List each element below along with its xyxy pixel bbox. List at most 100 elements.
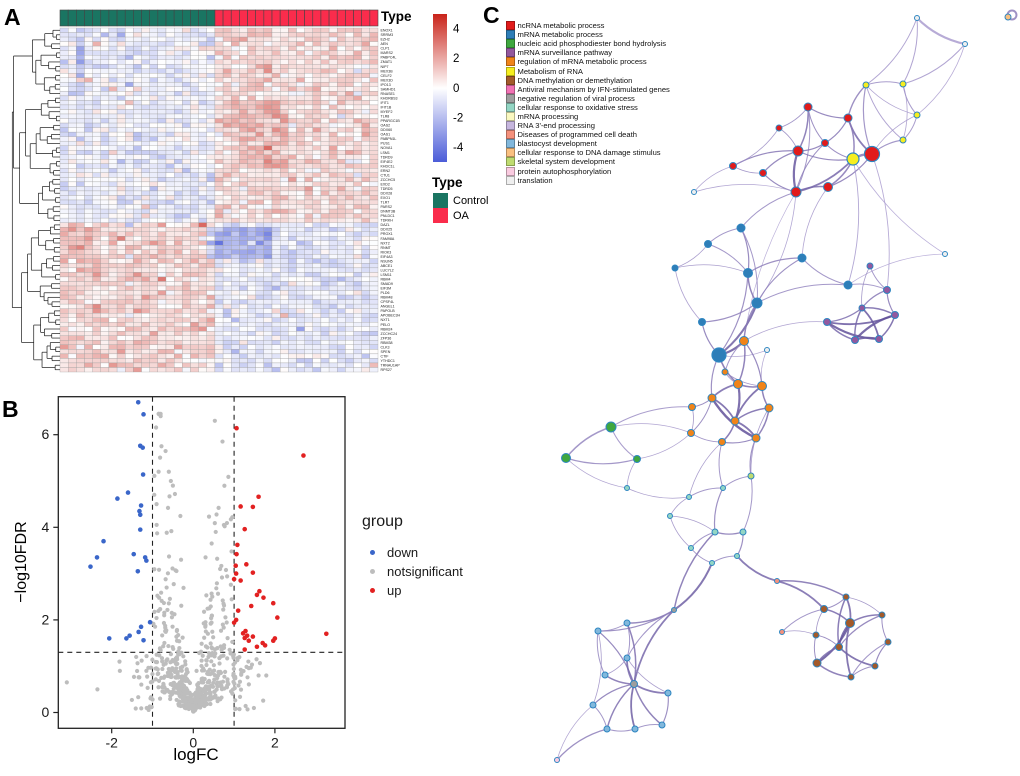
gene-label: PLD6 (381, 291, 390, 295)
network-node (891, 311, 899, 319)
colorbar-tick: 4 (453, 24, 460, 36)
volcano-plot-panel: -2 0 2 0 2 4 6 (42, 396, 346, 750)
network-node (884, 638, 892, 646)
network-node (845, 618, 855, 628)
network-legend-item: cellular response to DNA damage stimulus (506, 148, 670, 158)
network-node (704, 240, 712, 248)
gene-label: NIP7 (381, 65, 389, 69)
gene-label: DDX60 (381, 128, 393, 132)
network-legend: ncRNA metabolic process mRNA metabolic pr… (506, 21, 670, 185)
network-legend-item: Metabolism of RNA (506, 66, 670, 76)
gene-label: LSM1 (381, 151, 390, 155)
gene-label: TRNAU1AP (381, 364, 401, 368)
panel-label-c: C (483, 2, 500, 28)
network-node (605, 421, 617, 433)
gene-label: ERN2 (381, 169, 391, 173)
network-legend-label: cellular response to oxidative stress (517, 102, 638, 112)
type-legend-item: OA (433, 208, 488, 223)
network-legend-swatch (506, 48, 515, 58)
network-legend-label: ncRNA metabolic process (517, 21, 605, 31)
network-legend-swatch (506, 175, 515, 185)
network-node (899, 80, 907, 88)
network-node (554, 757, 560, 763)
network-node (883, 286, 891, 294)
network-legend-item: negative regulation of viral process (506, 93, 670, 103)
network-node (734, 553, 740, 559)
network-legend-label: nucleic acid phosphodiester bond hydroly… (517, 39, 667, 49)
network-node (899, 136, 907, 144)
network-node (842, 593, 850, 601)
type-legend-label: OA (453, 209, 469, 222)
network-node (624, 485, 630, 491)
y-tick-label: 0 (42, 704, 50, 720)
gene-label: RBM48 (381, 296, 393, 300)
type-legend-item: Control (433, 193, 488, 208)
gene-label: TLR7 (381, 201, 390, 205)
type-legend-swatch (433, 208, 448, 223)
network-node (623, 654, 631, 662)
network-node (671, 264, 679, 272)
dendrogram (11, 29, 60, 371)
group-legend-item: notsignificant (362, 562, 463, 581)
network-legend-label: Diseases of programmed cell death (517, 130, 637, 140)
network-node (594, 627, 602, 635)
gene-label: ZFP36 (381, 336, 392, 340)
gene-label: RPS27 (381, 368, 392, 372)
network-node (743, 268, 753, 278)
network-legend-swatch (506, 148, 515, 158)
network-node (720, 485, 726, 491)
colorbar-tick: -2 (453, 112, 463, 124)
gene-label: ENOX1 (381, 29, 393, 33)
gene-label: ANGEL1 (381, 305, 395, 309)
network-legend-item: blastocyst development (506, 139, 670, 149)
group-legend-dot (370, 588, 375, 593)
color-scale-bar: 4 2 0 -2 -4 (433, 14, 464, 162)
network-node (633, 455, 641, 463)
gene-label: EXO1 (381, 196, 391, 200)
gene-label: MYEF2 (381, 110, 393, 114)
network-node (779, 629, 785, 635)
gene-label: MEX3B (381, 69, 394, 73)
gene-label: YTHDC1 (381, 359, 395, 363)
gene-label: KHDRBS3 (381, 96, 398, 100)
enrichment-network-panel (554, 9, 1018, 763)
gene-label: SMAD9 (381, 282, 393, 286)
gene-label: PAPOLB (381, 309, 396, 313)
network-node (1004, 13, 1012, 21)
network-legend-label: blastocyst development (517, 139, 597, 149)
network-node (671, 607, 677, 613)
network-node (729, 162, 737, 170)
network-node (790, 186, 802, 198)
network-node (747, 472, 755, 480)
network-node (878, 611, 886, 619)
group-legend-label: down (387, 545, 419, 560)
network-legend-label: protein autophosphorylation (517, 166, 612, 176)
network-node (866, 262, 874, 270)
network-node (751, 433, 761, 443)
network-node (871, 662, 879, 670)
group-legend-label: notsignificant (387, 564, 463, 579)
network-legend-label: mRNA processing (517, 111, 579, 121)
gene-label: NOVA1 (381, 146, 393, 150)
network-legend-label: RNA 3'-end processing (517, 121, 595, 131)
network-legend-label: DNA methylation or demethylation (517, 75, 633, 85)
network-node (757, 381, 767, 391)
gene-label: DDX28 (381, 192, 393, 196)
gene-label: KHDC1L (381, 164, 395, 168)
x-tick-label: 2 (271, 734, 279, 750)
network-node (812, 631, 820, 639)
network-legend-item: DNA methylation or demethylation (506, 75, 670, 85)
network-node (812, 658, 822, 668)
gene-label: MARS2 (381, 51, 393, 55)
network-legend-swatch (506, 39, 515, 49)
network-node (962, 41, 968, 47)
gene-label: EZH2 (381, 38, 390, 42)
network-node (688, 545, 694, 551)
network-legend-swatch (506, 75, 515, 85)
network-node (863, 145, 881, 163)
network-node (687, 429, 695, 437)
volcano-x-axis-label: logFC (173, 745, 219, 764)
gene-label: NSUN5 (381, 259, 393, 263)
network-node (914, 15, 920, 21)
